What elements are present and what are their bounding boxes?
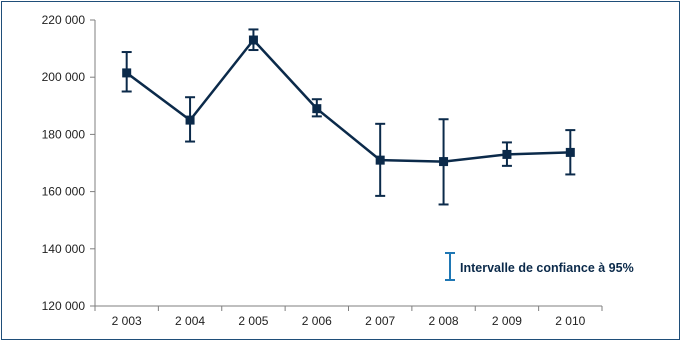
legend-ci-symbol xyxy=(445,252,455,281)
y-tick-label: 220 000 xyxy=(42,13,86,27)
x-tick-label: 2 009 xyxy=(492,314,522,328)
x-tick-label: 2 003 xyxy=(112,314,142,328)
data-points xyxy=(122,35,575,167)
data-point xyxy=(312,104,322,114)
data-point xyxy=(502,149,512,159)
x-tick-label: 2 005 xyxy=(238,314,268,328)
y-ticks: 120 000 140 000 160 000 180 000 200 000 220 0… xyxy=(42,13,95,313)
y-tick-label: 180 000 xyxy=(42,127,86,141)
y-tick-label: 120 000 xyxy=(42,299,86,313)
x-tick-label: 2 010 xyxy=(555,314,585,328)
y-tick-label: 140 000 xyxy=(42,242,86,256)
legend-label: Intervalle de confiance à 95% xyxy=(460,261,634,275)
legend: Intervalle de confiance à 95% xyxy=(445,252,634,281)
y-tick-label: 160 000 xyxy=(42,185,86,199)
x-tick-label: 2 006 xyxy=(302,314,332,328)
x-ticks: 2 003 2 004 2 005 2 006 2 007 2 008 2 009 2 010 xyxy=(94,306,603,328)
series-line xyxy=(125,38,571,163)
data-point xyxy=(248,35,258,45)
data-point xyxy=(565,147,575,157)
x-tick-label: 2 007 xyxy=(365,314,395,328)
y-tick-label: 200 000 xyxy=(42,70,86,84)
data-point xyxy=(439,157,449,167)
data-point xyxy=(185,115,195,125)
data-point xyxy=(122,68,132,78)
x-tick-label: 2 008 xyxy=(429,314,459,328)
data-point xyxy=(375,155,385,165)
x-tick-label: 2 004 xyxy=(175,314,205,328)
